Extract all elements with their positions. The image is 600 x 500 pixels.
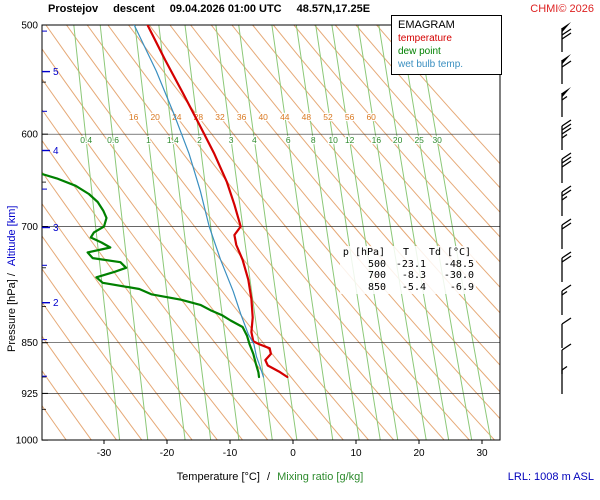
cell-dewpoint: -48.5	[443, 258, 474, 270]
curve-wet-bulb-temp-	[133, 25, 264, 378]
svg-text:4: 4	[252, 135, 257, 145]
svg-text:4: 4	[53, 146, 59, 157]
svg-text:20: 20	[393, 135, 403, 145]
svg-text:10: 10	[328, 135, 338, 145]
svg-text:36: 36	[237, 112, 247, 122]
cell-pressure: 850	[367, 281, 386, 293]
cell-pressure: 500	[367, 258, 386, 270]
legend-box: EMAGRAM temperature dew point wet bulb t…	[391, 15, 502, 75]
station-name: Prostejov	[48, 3, 99, 15]
svg-text:3: 3	[53, 223, 59, 234]
temperature-axis-title: Temperature [°C]	[176, 471, 260, 483]
svg-text:-20: -20	[160, 448, 175, 459]
cell-temperature: -23.1	[395, 258, 426, 270]
svg-text:20: 20	[150, 112, 160, 122]
svg-text:500: 500	[21, 21, 38, 32]
svg-text:1.4: 1.4	[167, 135, 179, 145]
svg-text:3: 3	[229, 135, 234, 145]
table-header-row: p [hPa] T Td [°C]	[342, 247, 474, 259]
cell-dewpoint: -6.9	[449, 281, 474, 293]
legend-title: EMAGRAM	[398, 19, 455, 31]
sounding-type: descent	[113, 3, 155, 15]
sounding-curves	[42, 25, 289, 379]
svg-text:6: 6	[286, 135, 291, 145]
svg-text:28: 28	[194, 112, 204, 122]
svg-text:30: 30	[476, 448, 488, 459]
table-row: 700 -8.3 -30.0	[342, 270, 474, 282]
legend-item-temperature: temperature	[398, 33, 452, 44]
mixing-ratio-labels: 0.4 0.6 1 1.4 2 3 4 6 8 10 12 16 20 25 30	[79, 134, 443, 146]
svg-text:60: 60	[366, 112, 376, 122]
col-header-temperature: T	[402, 247, 410, 258]
curve-dew-point	[42, 172, 261, 379]
altitude-axis-title: Altitude [km]	[6, 205, 18, 267]
col-header-dewpoint: Td [°C]	[428, 247, 472, 258]
svg-text:0: 0	[290, 448, 296, 459]
pressure-gridlines	[42, 133, 500, 394]
wind-barbs	[561, 22, 572, 394]
col-header-pressure: p [hPa]	[342, 247, 386, 258]
lrl-label: LRL: 1008 m ASL	[507, 471, 594, 483]
svg-text:0.4: 0.4	[80, 135, 92, 145]
svg-text:5: 5	[53, 67, 59, 78]
cell-temperature: -8.3	[401, 270, 426, 281]
svg-text:1: 1	[146, 135, 151, 145]
cell-dewpoint: -30.0	[443, 270, 474, 281]
svg-text:10: 10	[350, 448, 362, 459]
legend-item-wet-bulb: wet bulb temp.	[398, 59, 464, 70]
x-axis-title: Temperature [°C] / Mixing ratio [g/kg]	[130, 471, 410, 483]
svg-text:2: 2	[53, 298, 59, 309]
svg-text:700: 700	[21, 222, 38, 233]
svg-text:1000: 1000	[16, 436, 39, 447]
table-row: 500 -23.1 -48.5	[342, 259, 474, 271]
svg-text:16: 16	[129, 112, 139, 122]
svg-text:52: 52	[323, 112, 333, 122]
plot-frame	[41, 24, 501, 441]
axis-title-separator: /	[267, 471, 271, 483]
svg-text:25: 25	[414, 135, 424, 145]
svg-text:56: 56	[345, 112, 355, 122]
cell-temperature: -5.4	[401, 281, 426, 293]
sounding-datetime: 09.04.2026 01:00 UTC	[169, 3, 282, 15]
svg-text:32: 32	[215, 112, 225, 122]
curve-temperature	[146, 25, 289, 379]
cell-pressure: 700	[367, 270, 386, 281]
chmi-watermark: CHMI© 2026	[530, 3, 594, 15]
svg-text:12: 12	[345, 135, 355, 145]
svg-text:40: 40	[258, 112, 268, 122]
temperature-tick-labels: -30 -20 -10 0 10 20 30	[97, 440, 488, 459]
table-row: 850 -5.4 -6.9	[342, 282, 474, 294]
svg-text:-30: -30	[97, 448, 112, 459]
y-axis-title: Pressure [hPa] / Altitude [km]	[6, 206, 18, 352]
station-coords: 48.57N,17.25E	[296, 3, 371, 15]
svg-text:44: 44	[280, 112, 290, 122]
legend-item-dew-point: dew point	[398, 46, 441, 57]
svg-text:925: 925	[21, 389, 38, 400]
svg-text:600: 600	[21, 130, 38, 141]
svg-text:0.6: 0.6	[107, 135, 119, 145]
adiabat-labels: 16 20 24 28 32 36 40 44 48 52 56 60	[128, 111, 378, 123]
level-readout-table: p [hPa] T Td [°C] 500 -23.1 -48.5 700 -8…	[340, 246, 476, 294]
altitude-scale: 5 4 3 2	[42, 30, 59, 377]
svg-text:-10: -10	[223, 448, 238, 459]
pressure-axis-title: Pressure [hPa] /	[6, 273, 18, 352]
svg-text:48: 48	[302, 112, 312, 122]
svg-text:20: 20	[413, 448, 425, 459]
svg-text:2: 2	[197, 135, 202, 145]
mixing-ratio-axis-title: Mixing ratio [g/kg]	[277, 471, 364, 483]
svg-text:8: 8	[311, 135, 316, 145]
svg-text:850: 850	[21, 338, 38, 349]
pressure-tick-labels: 500 600 700 850 925 1000	[16, 21, 48, 447]
dry-adiabat-lines	[42, 25, 500, 440]
title-bar: Prostejov descent 09.04.2026 01:00 UTC 4…	[48, 3, 370, 15]
svg-text:30: 30	[432, 135, 442, 145]
svg-text:16: 16	[372, 135, 382, 145]
